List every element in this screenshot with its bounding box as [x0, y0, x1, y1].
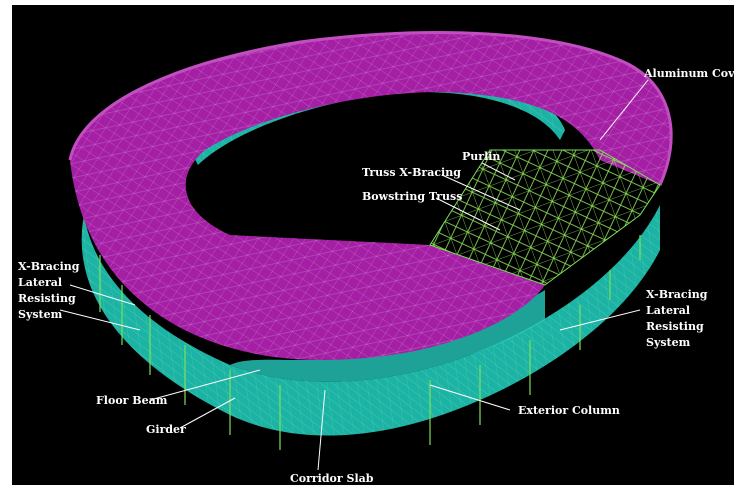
label-x-bracing-left-line2: Lateral — [18, 276, 62, 289]
label-x-bracing-right-line3: Resisting — [646, 320, 704, 333]
truss-section — [429, 149, 661, 286]
label-x-bracing-left: X-Bracing Lateral Resisting System — [18, 260, 80, 321]
exterior-columns — [99, 235, 641, 450]
label-purlin: Purlin — [462, 150, 500, 163]
label-x-bracing-right-line2: Lateral — [646, 304, 690, 317]
label-exterior-column: Exterior Column — [518, 404, 620, 417]
label-x-bracing-left-line3: Resisting — [18, 292, 76, 305]
label-floor-beam: Floor Beam — [96, 394, 168, 407]
label-x-bracing-right-line1: X-Bracing — [646, 288, 708, 301]
leader-lines — [59, 79, 649, 471]
label-x-bracing-right: X-Bracing Lateral Resisting System — [646, 288, 708, 349]
label-x-bracing-left-line4: System — [18, 308, 63, 321]
roof-cover — [68, 31, 673, 360]
corridor-ring — [81, 205, 660, 436]
label-x-bracing-left-line1: X-Bracing — [18, 260, 80, 273]
label-girder: Girder — [146, 423, 186, 436]
label-truss-x-bracing: Truss X-Bracing — [362, 166, 461, 179]
label-corridor-slab: Corridor Slab — [290, 472, 374, 485]
label-bowstring-truss: Bowstring Truss — [362, 190, 462, 203]
label-aluminum-cover: Aluminum Cover — [643, 67, 747, 80]
label-x-bracing-right-line4: System — [646, 336, 691, 349]
